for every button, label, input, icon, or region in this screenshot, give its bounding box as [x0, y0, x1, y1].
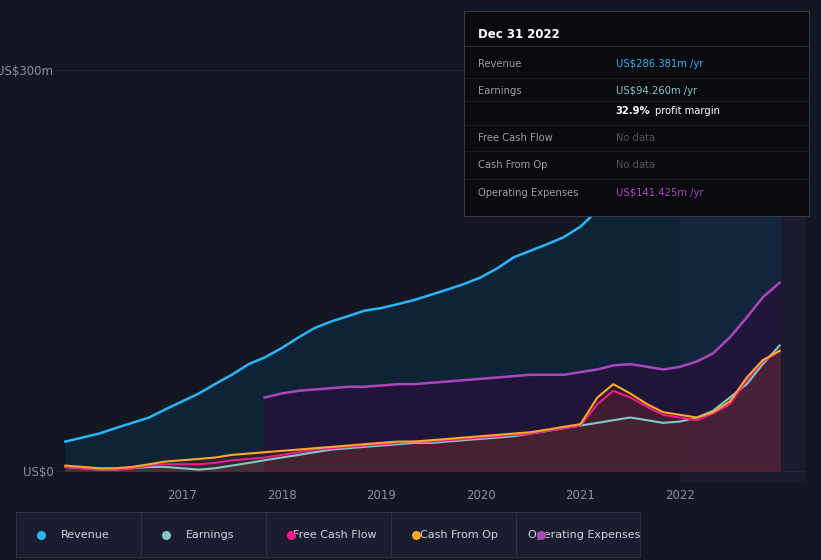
- Text: Dec 31 2022: Dec 31 2022: [478, 27, 559, 40]
- Text: profit margin: profit margin: [655, 106, 720, 116]
- Text: No data: No data: [616, 160, 654, 170]
- Text: Revenue: Revenue: [61, 530, 109, 540]
- Text: Free Cash Flow: Free Cash Flow: [478, 133, 553, 143]
- Text: Cash From Op: Cash From Op: [420, 530, 498, 540]
- Text: No data: No data: [616, 133, 654, 143]
- Text: US$286.381m /yr: US$286.381m /yr: [616, 59, 703, 69]
- Text: Free Cash Flow: Free Cash Flow: [293, 530, 377, 540]
- Text: Operating Expenses: Operating Expenses: [478, 188, 578, 198]
- Text: US$94.260m /yr: US$94.260m /yr: [616, 86, 697, 96]
- Text: Cash From Op: Cash From Op: [478, 160, 547, 170]
- Text: 32.9%: 32.9%: [616, 106, 650, 116]
- Text: Earnings: Earnings: [478, 86, 521, 96]
- Text: US$141.425m /yr: US$141.425m /yr: [616, 188, 703, 198]
- Bar: [680, 50, 805, 482]
- Text: Operating Expenses: Operating Expenses: [528, 530, 640, 540]
- Text: Revenue: Revenue: [478, 59, 521, 69]
- Text: Earnings: Earnings: [186, 530, 234, 540]
